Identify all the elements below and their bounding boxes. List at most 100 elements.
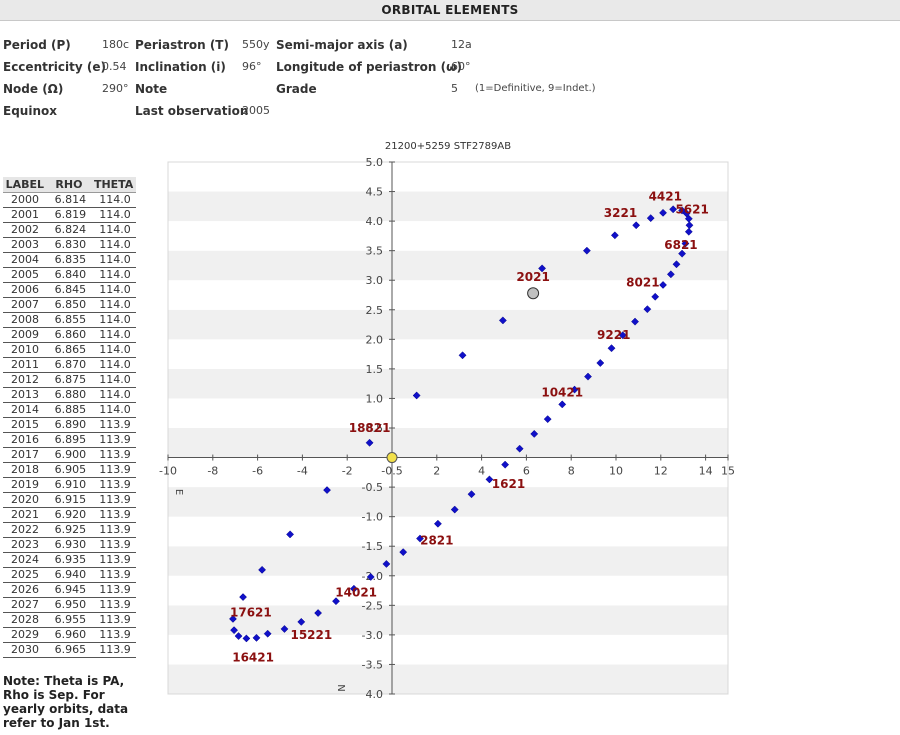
orbit-point	[607, 344, 616, 353]
period-label: Period (P)	[3, 38, 71, 52]
x-tick-label: -2	[342, 465, 353, 478]
cell-label: 2014	[3, 402, 47, 418]
table-row: 2024 6.935 113.9	[3, 552, 136, 568]
cell-rho: 6.930	[46, 537, 92, 553]
epoch-label: 14021	[335, 585, 377, 599]
cell-label: 2012	[3, 372, 47, 388]
grid-band	[168, 162, 728, 192]
cell-rho: 6.855	[46, 312, 92, 328]
cell-label: 2016	[3, 432, 47, 448]
x-tick-label: 2	[433, 465, 440, 478]
y-tick-label: -3.5	[362, 658, 383, 671]
grid-band	[168, 487, 728, 517]
cell-label: 2022	[3, 522, 47, 538]
cell-theta: 113.9	[91, 462, 136, 478]
cell-theta: 114.0	[91, 282, 136, 298]
table-row: 2002 6.824 114.0	[3, 222, 136, 238]
cell-rho: 6.960	[46, 627, 92, 643]
y-tick-label: 0.5	[366, 422, 384, 435]
cell-theta: 114.0	[91, 312, 136, 328]
chart-title: 21200+5259 STF2789AB	[385, 141, 511, 152]
cell-theta: 114.0	[91, 297, 136, 313]
table-row: 2015 6.890 113.9	[3, 417, 136, 433]
cell-rho: 6.840	[46, 267, 92, 283]
cell-label: 2024	[3, 552, 47, 568]
y-tick-label: 2.5	[366, 304, 384, 317]
table-row: 2000 6.814 114.0	[3, 192, 136, 208]
orbit-point	[618, 331, 627, 340]
table-row: 2014 6.885 114.0	[3, 402, 136, 418]
cell-theta: 114.0	[91, 372, 136, 388]
orbit-point	[458, 351, 467, 360]
epoch-label: 3221	[604, 206, 637, 220]
cell-rho: 6.835	[46, 252, 92, 268]
epoch-label: 16421	[232, 650, 274, 664]
orbit-point	[646, 214, 655, 223]
cell-label: 2029	[3, 627, 47, 643]
cell-label: 2020	[3, 492, 47, 508]
epoch-label: 8021	[626, 276, 659, 290]
y-tick-label: -1.0	[362, 511, 383, 524]
orbit-point	[382, 560, 391, 568]
cell-rho: 6.955	[46, 612, 92, 628]
cell-rho: 6.824	[46, 222, 92, 238]
table-row: 2017 6.900 113.9	[3, 447, 136, 463]
y-tick-label: -0.5	[362, 481, 383, 494]
orbit-point	[538, 264, 547, 273]
grid-band	[168, 250, 728, 281]
y-tick-label: 3.0	[366, 274, 384, 287]
orbit-point	[323, 486, 331, 495]
cell-rho: 6.885	[46, 402, 92, 418]
cell-label: 2000	[3, 192, 47, 208]
table-row: 2020 6.915 113.9	[3, 492, 136, 508]
cell-theta: 114.0	[91, 402, 136, 418]
cell-theta: 113.9	[91, 492, 136, 508]
compass-north-label: N	[335, 684, 346, 691]
orbit-point	[651, 292, 660, 301]
grid-band	[168, 221, 728, 251]
column-header-rho: RHO	[46, 177, 92, 193]
table-row: 2025 6.940 113.9	[3, 567, 136, 583]
periastron-label: Periastron (T)	[135, 38, 229, 52]
orbit-chart: -10 -8 -6 -4 -2 -0.5 2 4 6 8 10 12 14 15 4.0 -3.5 -3.0 -2…	[148, 132, 748, 732]
y-tick-label: 3.5	[366, 245, 384, 258]
cell-theta: 113.9	[91, 582, 136, 598]
orbit-point	[669, 205, 678, 214]
grid-band	[168, 398, 728, 428]
orbit-point	[584, 372, 592, 381]
cell-theta: 114.0	[91, 237, 136, 253]
y-tick-label: 5.0	[366, 156, 384, 169]
cell-theta: 113.9	[91, 567, 136, 583]
orbit-point	[332, 597, 340, 606]
cell-label: 2018	[3, 462, 47, 478]
grid-band	[168, 516, 728, 547]
cell-theta: 113.9	[91, 522, 136, 538]
grid-band	[168, 605, 728, 635]
orbit-point	[239, 593, 247, 602]
orbit-point	[485, 475, 494, 484]
table-row: 2006 6.845 114.0	[3, 282, 136, 298]
last-observation-value: 2005	[242, 104, 270, 117]
cell-theta: 114.0	[91, 192, 136, 208]
table-row: 2026 6.945 113.9	[3, 582, 136, 598]
table-row: 2018 6.905 113.9	[3, 462, 136, 478]
cell-rho: 6.950	[46, 597, 92, 613]
cell-label: 2008	[3, 312, 47, 328]
table-row: 2022 6.925 113.9	[3, 522, 136, 538]
cell-theta: 114.0	[91, 207, 136, 223]
orbit-point	[399, 548, 408, 557]
cell-theta: 114.0	[91, 327, 136, 343]
y-tick-label: -1.5	[362, 540, 383, 553]
period-value: 180c	[102, 38, 130, 51]
note-label: Note	[135, 82, 168, 96]
y-tick-label: 2.0	[366, 333, 384, 346]
table-row: 2001 6.819 114.0	[3, 207, 136, 223]
periastron-value: 550y	[242, 38, 270, 51]
cell-label: 2015	[3, 417, 47, 433]
table-body: 2000 6.814 114.0 2001 6.819 114.0 2002 6.824 114…	[3, 192, 136, 658]
cell-rho: 6.845	[46, 282, 92, 298]
cell-rho: 6.935	[46, 552, 92, 568]
grid-band	[168, 664, 728, 694]
orbit-point	[659, 208, 667, 217]
cell-rho: 6.890	[46, 417, 92, 433]
